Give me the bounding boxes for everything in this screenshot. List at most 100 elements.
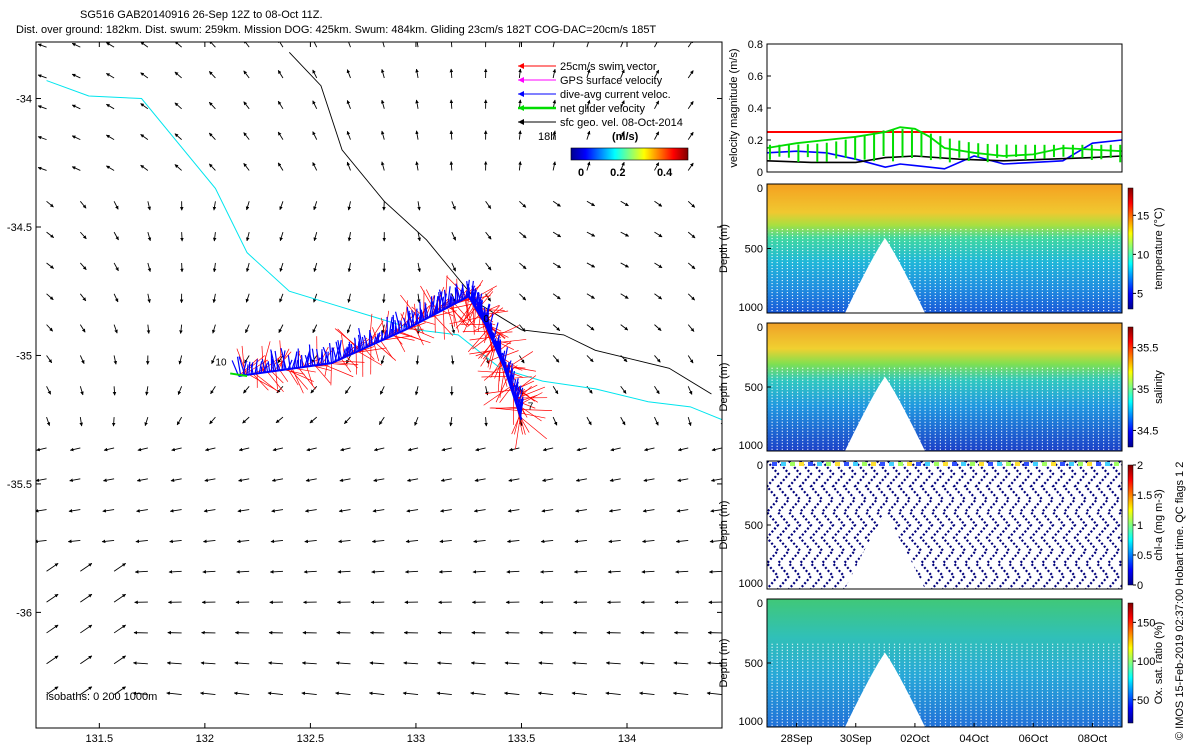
- colorbar: [1127, 602, 1134, 724]
- dac-vector: [250, 364, 254, 375]
- chl-surface-sample: [880, 462, 885, 466]
- chl-profile: [831, 461, 846, 589]
- geo-velocity-arrow: [132, 691, 148, 696]
- geo-velocity-arrow: [113, 655, 126, 665]
- dac-vector: [390, 329, 393, 337]
- y-tick-label: 0.8: [748, 39, 763, 51]
- dac-vector: [315, 348, 320, 365]
- chl-profile: [1007, 461, 1022, 589]
- chl-profile: [1040, 461, 1055, 589]
- chl-surface-sample: [961, 462, 966, 466]
- geo-velocity-arrow: [46, 593, 59, 603]
- geo-velocity-arrow: [677, 447, 689, 452]
- geo-velocity-arrow: [415, 355, 420, 365]
- geo-velocity-arrow: [639, 691, 655, 696]
- geo-velocity-arrow: [212, 201, 217, 211]
- swim-vector: [248, 374, 277, 391]
- y-tick-label: -35.5: [7, 479, 32, 491]
- swim-vector: [469, 336, 492, 341]
- geo-velocity-arrow: [277, 131, 284, 140]
- glider-track: [238, 295, 523, 420]
- swim-vector: [491, 407, 519, 411]
- chl-surface-sample: [1033, 462, 1038, 466]
- chl-surface-sample: [925, 462, 930, 466]
- geo-velocity-arrow: [79, 262, 87, 271]
- geo-velocity-arrow: [69, 478, 81, 482]
- dac-vector: [236, 356, 242, 376]
- x-tick-label: 28Sep: [781, 733, 813, 745]
- x-tick-label: 132: [196, 733, 214, 745]
- geo-velocity-arrow: [174, 133, 182, 140]
- dac-vector: [400, 320, 403, 332]
- geo-velocity-arrow: [381, 130, 385, 140]
- chl-profile: [996, 461, 1011, 589]
- chl-surface-sample: [1042, 462, 1047, 466]
- geo-velocity-arrow: [620, 42, 625, 48]
- colorbar-tick-label: 0.5: [1137, 550, 1152, 562]
- geo-velocity-arrow: [519, 200, 527, 208]
- dac-vector: [304, 354, 310, 367]
- swim-vector: [498, 359, 502, 382]
- geo-velocity-arrow: [243, 70, 250, 79]
- geo-velocity-arrow: [80, 655, 93, 665]
- colorbar-tick-label: 1.5: [1137, 490, 1152, 502]
- geo-velocity-arrow: [312, 42, 318, 48]
- geo-velocity-arrow: [504, 661, 520, 665]
- geo-velocity-arrow: [36, 539, 47, 544]
- colorbar-tick-label: 50: [1137, 695, 1149, 707]
- legend-entry: 25cm/s swim vector: [560, 61, 657, 73]
- geo-velocity-arrow: [687, 162, 694, 171]
- geo-velocity-arrow: [46, 262, 54, 269]
- geo-velocity-arrow: [373, 478, 385, 482]
- swim-vector: [427, 310, 457, 319]
- geo-velocity-arrow: [654, 100, 660, 110]
- geo-velocity-arrow: [673, 661, 689, 665]
- chl-profile: [1073, 461, 1088, 589]
- geo-velocity-arrow: [440, 509, 452, 513]
- geo-velocity-arrow: [338, 539, 351, 544]
- geo-velocity-arrow: [301, 661, 317, 665]
- y-tick-label: 0: [757, 322, 763, 334]
- geo-velocity-arrow: [147, 201, 151, 211]
- colorbar-tick-label: 150: [1137, 617, 1155, 629]
- dac-vector: [403, 317, 408, 330]
- dac-vector: [368, 330, 371, 347]
- geo-velocity-arrow: [303, 570, 317, 574]
- geo-velocity-arrow: [474, 478, 486, 482]
- swim-vector: [495, 377, 508, 403]
- geo-velocity-arrow: [136, 478, 148, 482]
- geo-velocity-arrow: [608, 539, 621, 544]
- geo-velocity-arrow: [243, 42, 250, 48]
- chl-surface-sample: [772, 462, 777, 466]
- geo-velocity-arrow: [721, 169, 722, 171]
- geo-velocity-arrow: [46, 355, 53, 364]
- geo-velocity-arrow: [313, 293, 318, 303]
- swim-vector: [443, 309, 445, 340]
- geo-velocity-arrow: [485, 262, 492, 271]
- chl-surface-sample: [1087, 462, 1092, 466]
- colorbar-tick-label: 100: [1137, 656, 1155, 668]
- geo-velocity-arrow: [67, 539, 81, 544]
- depth-ylabel: Depth (m): [718, 501, 730, 550]
- geo-velocity-arrow: [654, 355, 661, 363]
- geo-velocity-arrow: [268, 661, 283, 665]
- dac-vector: [300, 354, 304, 368]
- geo-velocity-arrow: [346, 69, 351, 79]
- swim-vector: [519, 412, 546, 419]
- geo-velocity-arrow: [236, 539, 250, 544]
- dac-vector: [419, 307, 423, 321]
- geo-velocity-arrow: [654, 162, 660, 171]
- geo-velocity-arrow: [439, 539, 452, 544]
- geo-velocity-arrow: [371, 539, 385, 544]
- chl-surface-sample: [790, 462, 795, 466]
- chl-surface-sample: [817, 462, 822, 466]
- swim-vector: [395, 334, 406, 353]
- swim-vector: [483, 364, 504, 381]
- swim-vector: [279, 370, 289, 382]
- swim-vector: [236, 348, 248, 375]
- geo-velocity-arrow: [586, 42, 591, 48]
- geo-velocity-arrow: [721, 293, 722, 295]
- geo-velocity-arrow: [267, 691, 284, 696]
- geo-velocity-arrow: [473, 509, 486, 513]
- geo-velocity-arrow: [687, 293, 695, 301]
